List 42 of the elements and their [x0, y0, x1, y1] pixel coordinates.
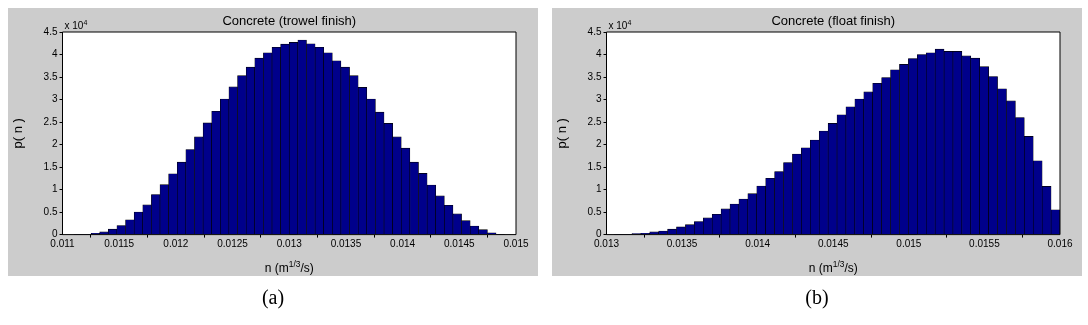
x-tick-label: 0.011 [50, 238, 76, 250]
x-tick-label: 0.016 [1047, 238, 1073, 250]
x-tick-label: 0.015 [896, 238, 922, 250]
x-tick-label: 0.0155 [969, 238, 1001, 250]
y-axis-title: p( n ) [10, 118, 25, 149]
y-tick-label: 4 [595, 48, 602, 60]
x-tick-label: 0.013 [276, 238, 303, 250]
x-tick-label: 0.014 [745, 238, 771, 250]
y-tick-label: 1.5 [43, 160, 58, 172]
y-tick-label: 4.5 [587, 25, 602, 37]
y-tick-label: 1.5 [587, 160, 602, 172]
y-tick-label: 3.5 [587, 70, 602, 82]
x-tick-label: 0.0145 [444, 238, 476, 250]
y-tick-label: 1 [51, 183, 58, 195]
x-tick-label: 0.0125 [217, 238, 249, 250]
y-tick-label: 0 [595, 228, 602, 240]
y-tick-label: 1 [595, 183, 602, 195]
y-axis-title: p( n ) [554, 118, 569, 149]
chart-title: Concrete (float finish) [771, 13, 896, 28]
x-tick-label: 0.0115 [104, 238, 135, 250]
x-tick-label: 0.012 [163, 238, 189, 250]
y-tick-label: 3 [595, 93, 602, 105]
x-tick-label: 0.013 [593, 238, 620, 250]
y-tick-label: 4 [51, 48, 58, 60]
y-tick-label: 2.5 [587, 115, 602, 127]
x-tick-label: 0.014 [390, 238, 416, 250]
x-tick-label: 0.0145 [817, 238, 849, 250]
y-tick-label: 0.5 [43, 205, 58, 217]
x-tick-label: 0.0135 [666, 238, 698, 250]
y-tick-label: 3.5 [43, 70, 58, 82]
chart-title: Concrete (trowel finish) [222, 13, 357, 28]
y-tick-label: 0.5 [587, 205, 602, 217]
y-tick-label: 4.5 [43, 25, 58, 37]
text: (a) [260, 286, 286, 309]
y-tick-label: 2 [595, 138, 602, 150]
y-tick-label: 2.5 [43, 115, 58, 127]
y-tick-label: 3 [51, 93, 58, 105]
x-tick-label: 0.0135 [330, 238, 362, 250]
y-tick-label: 2 [51, 138, 58, 150]
text: (b) [804, 286, 830, 309]
x-tick-label: 0.015 [503, 238, 529, 250]
y-tick-label: 0 [51, 228, 58, 240]
